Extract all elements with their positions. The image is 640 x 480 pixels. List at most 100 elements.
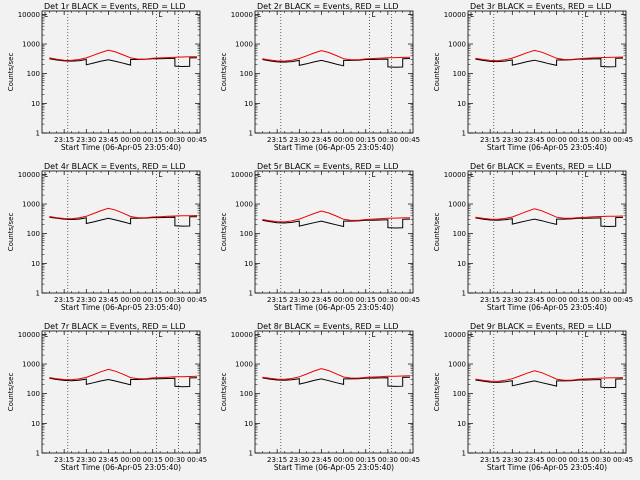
x-tick-label: 23:15 <box>267 136 287 144</box>
y-tick-label: 10000 <box>444 11 466 19</box>
marker-label: L <box>158 331 162 339</box>
x-tick-label: 23:30 <box>502 136 522 144</box>
lld-series-line <box>262 368 411 380</box>
y-axis-label: Counts/sec <box>220 53 228 92</box>
plot-frame <box>254 330 414 454</box>
y-tick-label: 1 <box>462 130 466 138</box>
events-series-line <box>262 218 411 229</box>
y-tick-label: 1 <box>462 290 466 298</box>
y-tick-label: 1000 <box>235 361 253 369</box>
x-tick-label: 23:15 <box>54 296 74 304</box>
marker-label: L <box>257 171 261 179</box>
detector-chart-3: Det 3r BLACK = Events, RED = LLD 1 10 100 10… <box>433 2 633 152</box>
y-tick-label: 10000 <box>444 331 466 339</box>
marker-label: L <box>584 11 588 19</box>
marker-label: L <box>158 11 162 19</box>
x-tick-label: 00:30 <box>591 136 611 144</box>
x-axis-label: Start Time (06-Apr-05 23:05:40) <box>487 303 607 312</box>
plot-frame <box>41 10 201 134</box>
marker-label: L <box>371 171 375 179</box>
x-tick-label: 00:30 <box>591 456 611 464</box>
plot-frame <box>467 10 627 134</box>
x-tick-label: 23:45 <box>524 136 544 144</box>
marker-label: L <box>44 11 48 19</box>
y-tick-label: 10000 <box>231 171 253 179</box>
x-tick-label: 23:30 <box>76 296 96 304</box>
plot-frame <box>254 10 414 134</box>
x-tick-label: 23:15 <box>480 456 500 464</box>
x-tick-label: 00:15 <box>356 296 376 304</box>
y-tick-label: 10000 <box>444 171 466 179</box>
chart-title: Det 6r BLACK = Events, RED = LLD <box>470 162 612 171</box>
x-axis-label: Start Time (06-Apr-05 23:05:40) <box>61 463 181 472</box>
detector-chart-4: Det 4r BLACK = Events, RED = LLD 1 10 100 10… <box>7 162 207 312</box>
y-tick-label: 100 <box>27 390 40 398</box>
y-tick-label: 1 <box>36 450 40 458</box>
y-axis-label: Counts/sec <box>433 213 441 252</box>
x-tick-label: 00:15 <box>569 296 589 304</box>
detector-chart-6: Det 6r BLACK = Events, RED = LLD 1 10 100 10… <box>433 162 633 312</box>
events-series-line <box>475 216 624 228</box>
x-axis-label: Start Time (06-Apr-05 23:05:40) <box>487 143 607 152</box>
marker-label: L <box>584 171 588 179</box>
x-tick-label: 00:00 <box>334 296 354 304</box>
x-tick-label: 23:15 <box>54 456 74 464</box>
chart-title: Det 8r BLACK = Events, RED = LLD <box>257 322 399 331</box>
marker-label: L <box>371 11 375 19</box>
x-tick-label: 00:15 <box>356 456 376 464</box>
y-tick-label: 1000 <box>22 41 40 49</box>
x-axis-label: Start Time (06-Apr-05 23:05:40) <box>487 463 607 472</box>
chart-title: Det 4r BLACK = Events, RED = LLD <box>44 162 186 171</box>
lld-series-line <box>475 370 624 382</box>
x-tick-label: 00:45 <box>400 136 420 144</box>
chart-title: Det 5r BLACK = Events, RED = LLD <box>257 162 399 171</box>
chart-title: Det 2r BLACK = Events, RED = LLD <box>257 2 399 11</box>
x-tick-label: 00:45 <box>400 456 420 464</box>
marker-label: L <box>470 171 474 179</box>
x-tick-label: 00:30 <box>165 296 185 304</box>
y-tick-label: 100 <box>27 70 40 78</box>
detector-chart-7: Det 7r BLACK = Events, RED = LLD 1 10 100 10… <box>7 322 207 472</box>
x-tick-label: 00:15 <box>143 296 163 304</box>
x-tick-label: 23:30 <box>289 296 309 304</box>
plot-frame <box>254 170 414 294</box>
y-tick-label: 1 <box>249 130 253 138</box>
y-axis-label: Counts/sec <box>220 373 228 412</box>
x-tick-label: 00:45 <box>613 456 633 464</box>
x-tick-label: 23:45 <box>98 136 118 144</box>
x-tick-label: 23:15 <box>267 296 287 304</box>
y-tick-label: 10000 <box>18 11 40 19</box>
y-axis-label: Counts/sec <box>433 53 441 92</box>
y-tick-label: 1 <box>249 450 253 458</box>
lld-series-line <box>475 208 624 220</box>
events-series-line <box>262 376 411 387</box>
x-tick-label: 00:45 <box>613 136 633 144</box>
lld-series-line <box>262 210 411 223</box>
y-tick-label: 1 <box>249 290 253 298</box>
y-tick-label: 100 <box>27 230 40 238</box>
x-tick-label: 00:15 <box>143 136 163 144</box>
events-series-line <box>475 378 624 389</box>
lld-series-line <box>262 50 411 62</box>
x-axis-label: Start Time (06-Apr-05 23:05:40) <box>61 143 181 152</box>
x-tick-label: 00:00 <box>121 136 141 144</box>
x-tick-label: 23:30 <box>289 456 309 464</box>
events-series-line <box>262 58 411 68</box>
marker-label: L <box>470 331 474 339</box>
x-tick-label: 23:30 <box>289 136 309 144</box>
x-tick-label: 23:15 <box>480 296 500 304</box>
y-tick-label: 1000 <box>448 201 466 209</box>
x-tick-label: 00:30 <box>165 456 185 464</box>
x-tick-label: 23:45 <box>524 456 544 464</box>
y-tick-label: 100 <box>240 390 253 398</box>
x-tick-label: 00:30 <box>378 296 398 304</box>
marker-label: L <box>44 171 48 179</box>
y-tick-label: 100 <box>453 230 466 238</box>
x-tick-label: 23:45 <box>524 296 544 304</box>
y-tick-label: 10 <box>244 260 253 268</box>
marker-label: L <box>257 331 261 339</box>
y-tick-label: 10 <box>244 420 253 428</box>
y-tick-label: 1000 <box>235 41 253 49</box>
x-tick-label: 23:45 <box>311 136 331 144</box>
x-tick-label: 00:15 <box>569 456 589 464</box>
